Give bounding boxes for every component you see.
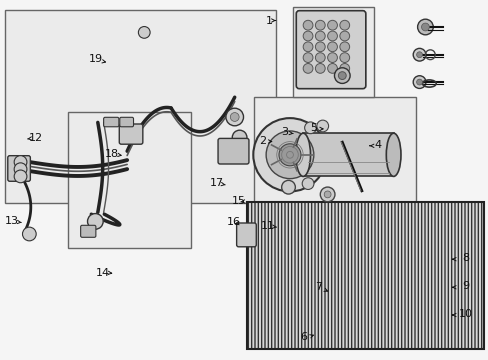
FancyBboxPatch shape <box>236 223 256 247</box>
Bar <box>246 202 483 349</box>
Circle shape <box>22 227 36 241</box>
Circle shape <box>303 53 312 63</box>
Circle shape <box>315 20 325 30</box>
Circle shape <box>278 144 301 166</box>
Text: 14: 14 <box>96 268 109 278</box>
FancyBboxPatch shape <box>103 117 119 127</box>
Circle shape <box>281 180 295 194</box>
Circle shape <box>303 20 312 30</box>
Bar <box>303 133 393 176</box>
Circle shape <box>315 53 325 63</box>
FancyBboxPatch shape <box>119 124 142 144</box>
Circle shape <box>14 163 27 176</box>
Text: 12: 12 <box>29 133 42 143</box>
Text: 19: 19 <box>89 54 103 64</box>
Circle shape <box>421 23 428 31</box>
Text: 9: 9 <box>461 281 468 291</box>
Bar <box>5 10 276 203</box>
Circle shape <box>416 52 422 58</box>
Circle shape <box>327 53 337 63</box>
Text: 7: 7 <box>314 282 321 292</box>
Ellipse shape <box>386 133 400 176</box>
Text: 17: 17 <box>209 178 223 188</box>
Text: 10: 10 <box>458 309 471 319</box>
Circle shape <box>232 130 246 145</box>
Circle shape <box>303 42 312 52</box>
Bar <box>68 112 190 248</box>
Ellipse shape <box>295 133 310 176</box>
Bar <box>246 202 483 349</box>
Circle shape <box>416 79 422 85</box>
Circle shape <box>315 42 325 52</box>
Circle shape <box>14 156 27 168</box>
Text: 11: 11 <box>261 221 274 231</box>
Circle shape <box>303 31 312 41</box>
Text: 16: 16 <box>226 217 240 228</box>
Circle shape <box>327 42 337 52</box>
FancyBboxPatch shape <box>296 11 365 89</box>
FancyBboxPatch shape <box>8 156 30 181</box>
Circle shape <box>253 118 326 192</box>
Circle shape <box>412 76 425 89</box>
FancyBboxPatch shape <box>81 225 96 237</box>
Circle shape <box>87 213 103 229</box>
Circle shape <box>339 31 349 41</box>
Bar <box>293 7 373 97</box>
Circle shape <box>315 31 325 41</box>
Bar <box>254 97 415 227</box>
Text: 1: 1 <box>265 15 272 26</box>
Text: 18: 18 <box>104 149 118 159</box>
Circle shape <box>334 68 349 84</box>
FancyBboxPatch shape <box>120 117 133 127</box>
Circle shape <box>14 170 27 183</box>
Circle shape <box>339 20 349 30</box>
Circle shape <box>138 27 150 38</box>
Text: 5: 5 <box>310 123 317 133</box>
Circle shape <box>316 120 328 132</box>
Circle shape <box>320 187 334 202</box>
Circle shape <box>327 20 337 30</box>
Text: 3: 3 <box>281 127 288 138</box>
Text: 13: 13 <box>5 216 19 226</box>
Circle shape <box>303 63 312 73</box>
Circle shape <box>230 113 239 121</box>
Circle shape <box>221 150 230 161</box>
Circle shape <box>265 131 313 179</box>
Circle shape <box>324 191 330 198</box>
Circle shape <box>327 31 337 41</box>
Circle shape <box>417 19 432 35</box>
FancyBboxPatch shape <box>218 138 248 164</box>
Circle shape <box>338 72 346 80</box>
Text: 6: 6 <box>300 332 307 342</box>
Circle shape <box>339 63 349 73</box>
Text: 15: 15 <box>231 196 245 206</box>
Circle shape <box>339 53 349 63</box>
Circle shape <box>412 48 425 61</box>
Circle shape <box>304 122 316 134</box>
Circle shape <box>315 63 325 73</box>
Circle shape <box>225 108 243 126</box>
Text: 4: 4 <box>374 140 381 150</box>
Text: 8: 8 <box>461 253 468 264</box>
Circle shape <box>327 63 337 73</box>
Circle shape <box>219 143 232 156</box>
Text: 2: 2 <box>259 136 265 147</box>
Circle shape <box>339 42 349 52</box>
Circle shape <box>302 178 313 189</box>
